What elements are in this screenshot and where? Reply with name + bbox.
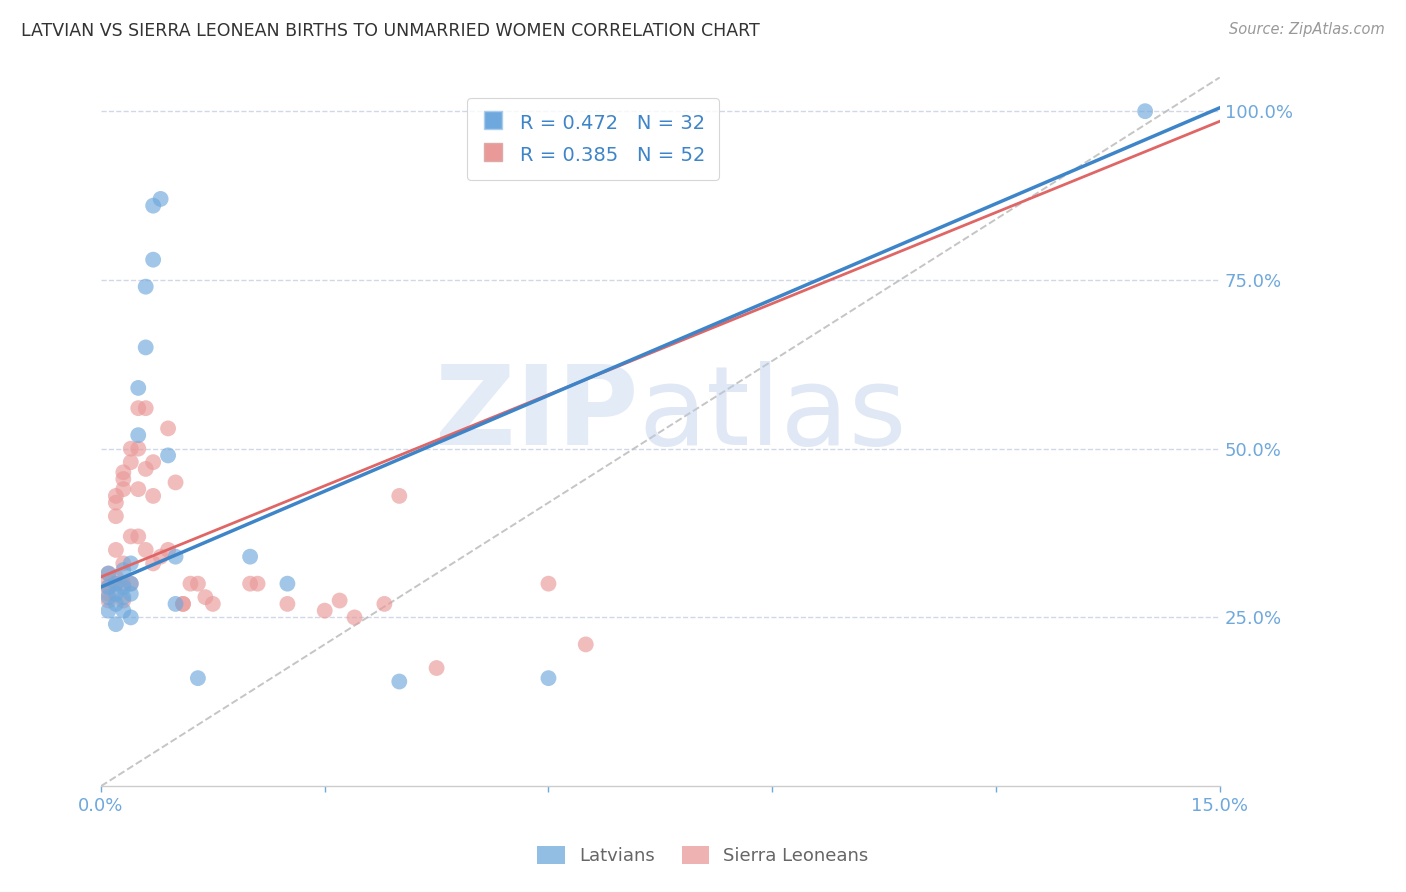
Point xyxy=(104,576,127,591)
Point xyxy=(157,542,180,557)
Point xyxy=(157,421,180,435)
Point xyxy=(149,192,172,206)
Point xyxy=(388,489,411,503)
Point xyxy=(104,576,127,591)
Point xyxy=(575,637,598,651)
Point xyxy=(112,593,135,607)
Point xyxy=(149,549,172,564)
Point xyxy=(112,465,135,479)
Point xyxy=(187,576,209,591)
Point xyxy=(343,610,366,624)
Point xyxy=(142,199,165,213)
Point xyxy=(239,549,262,564)
Point xyxy=(112,472,135,486)
Point xyxy=(112,576,135,591)
Text: atlas: atlas xyxy=(638,360,907,467)
Point xyxy=(329,593,352,607)
Point xyxy=(127,482,149,496)
Point xyxy=(142,252,165,267)
Point xyxy=(97,580,120,594)
Point xyxy=(120,557,142,571)
Point xyxy=(246,576,269,591)
Point xyxy=(537,671,560,685)
Point xyxy=(135,542,157,557)
Point xyxy=(314,604,336,618)
Point xyxy=(194,590,217,604)
Point xyxy=(165,549,187,564)
Point xyxy=(135,340,157,354)
Point xyxy=(112,590,135,604)
Point xyxy=(157,449,180,463)
Point xyxy=(165,475,187,490)
Point xyxy=(276,576,298,591)
Point xyxy=(97,580,120,594)
Point xyxy=(112,604,135,618)
Point xyxy=(97,566,120,581)
Point xyxy=(104,496,127,510)
Point xyxy=(426,661,449,675)
Point xyxy=(97,566,120,581)
Point xyxy=(187,671,209,685)
Point xyxy=(112,580,135,594)
Point xyxy=(276,597,298,611)
Point xyxy=(127,428,149,442)
Point xyxy=(135,279,157,293)
Point xyxy=(1133,104,1156,119)
Point xyxy=(104,542,127,557)
Point xyxy=(165,597,187,611)
Point xyxy=(127,401,149,416)
Point xyxy=(97,574,120,588)
Point xyxy=(112,482,135,496)
Point xyxy=(120,610,142,624)
Point xyxy=(97,604,120,618)
Point xyxy=(120,442,142,456)
Point xyxy=(201,597,224,611)
Point xyxy=(104,509,127,524)
Legend: R = 0.472   N = 32, R = 0.385   N = 52: R = 0.472 N = 32, R = 0.385 N = 52 xyxy=(467,98,718,179)
Point xyxy=(142,489,165,503)
Point xyxy=(112,557,135,571)
Point xyxy=(373,597,395,611)
Point xyxy=(120,576,142,591)
Point xyxy=(127,529,149,543)
Point xyxy=(127,381,149,395)
Point xyxy=(97,590,120,604)
Text: LATVIAN VS SIERRA LEONEAN BIRTHS TO UNMARRIED WOMEN CORRELATION CHART: LATVIAN VS SIERRA LEONEAN BIRTHS TO UNMA… xyxy=(21,22,759,40)
Point xyxy=(104,617,127,632)
Point xyxy=(104,570,127,584)
Point xyxy=(239,576,262,591)
Point xyxy=(97,587,120,601)
Point xyxy=(120,529,142,543)
Point xyxy=(172,597,194,611)
Point xyxy=(104,489,127,503)
Point xyxy=(537,576,560,591)
Point xyxy=(120,587,142,601)
Point xyxy=(97,593,120,607)
Point xyxy=(104,587,127,601)
Point xyxy=(142,455,165,469)
Point xyxy=(120,576,142,591)
Point xyxy=(179,576,201,591)
Point xyxy=(135,401,157,416)
Point xyxy=(135,462,157,476)
Text: ZIP: ZIP xyxy=(434,360,638,467)
Point xyxy=(112,563,135,577)
Point xyxy=(127,442,149,456)
Point xyxy=(172,597,194,611)
Point xyxy=(388,674,411,689)
Point xyxy=(104,597,127,611)
Point xyxy=(142,557,165,571)
Text: Source: ZipAtlas.com: Source: ZipAtlas.com xyxy=(1229,22,1385,37)
Legend: Latvians, Sierra Leoneans: Latvians, Sierra Leoneans xyxy=(530,839,876,872)
Point xyxy=(120,455,142,469)
